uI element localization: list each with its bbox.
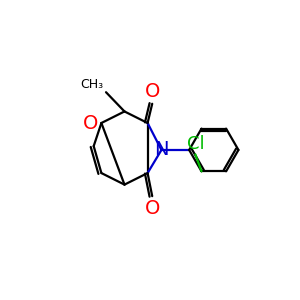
- Text: O: O: [145, 199, 160, 218]
- Text: Cl: Cl: [187, 135, 204, 153]
- Text: N: N: [154, 140, 169, 160]
- Text: O: O: [83, 113, 98, 133]
- Text: CH₃: CH₃: [81, 78, 104, 91]
- Text: O: O: [145, 82, 160, 101]
